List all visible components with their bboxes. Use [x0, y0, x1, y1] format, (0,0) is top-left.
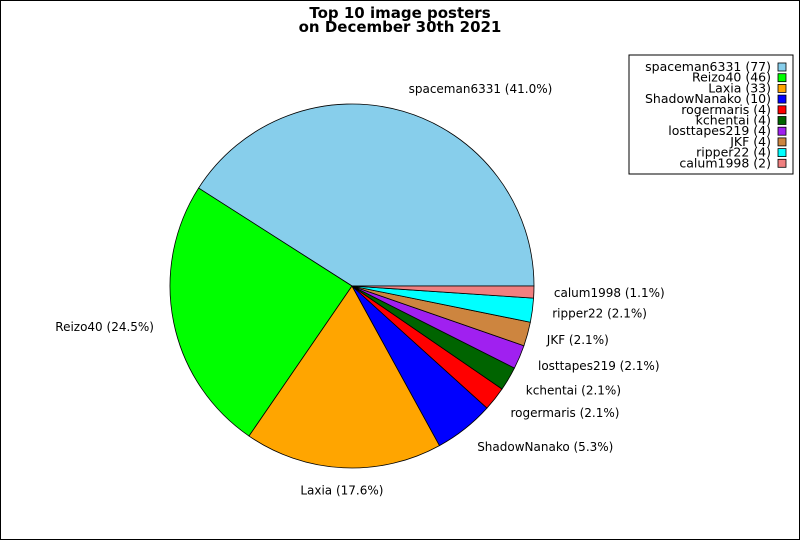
slice-label-ripper22: ripper22 (2.1%): [552, 306, 647, 320]
legend-swatch: [777, 137, 787, 147]
legend-label: kchentai (4): [696, 113, 771, 128]
legend-item-losttapes219: losttapes219 (4): [668, 123, 787, 138]
legend-swatch: [777, 148, 787, 158]
legend-item-calum1998: calum1998 (2): [679, 155, 787, 170]
legend-swatch: [777, 116, 787, 125]
legend-label: JKF (4): [729, 134, 771, 149]
legend-item-reizo40: Reizo40 (46): [692, 70, 787, 85]
legend-item-shadownanako: ShadowNanako (10): [645, 91, 787, 106]
legend-swatch: [777, 84, 787, 93]
legend-item-ripper22: ripper22 (4): [696, 145, 787, 160]
legend-item-rogermaris: rogermaris (4): [681, 102, 787, 117]
legend-label: losttapes219 (4): [668, 123, 771, 138]
legend-swatch: [777, 126, 787, 136]
legend-swatch: [777, 158, 787, 168]
slice-label-reizo40: Reizo40 (24.5%): [55, 320, 154, 334]
legend-label: Reizo40 (46): [692, 70, 771, 85]
legend-label: calum1998 (2): [679, 155, 771, 170]
pie-slices: [169, 103, 535, 469]
slice-label-rogermaris: rogermaris (2.1%): [511, 406, 620, 420]
legend-item-spaceman6331: spaceman6331 (77): [645, 59, 787, 74]
slice-label-calum1998: calum1998 (1.1%): [554, 286, 665, 300]
legend-item-kchentai: kchentai (4): [696, 113, 787, 128]
pie-slice-reizo40: [169, 187, 353, 437]
legend-label: Laxia (33): [708, 80, 771, 95]
legend-swatch: [777, 94, 787, 104]
slice-label-spaceman6331: spaceman6331 (41.0%): [409, 82, 553, 96]
legend-items: spaceman6331 (77)Reizo40 (46)Laxia (33)S…: [645, 59, 787, 170]
slice-label-laxia: Laxia (17.6%): [300, 484, 383, 498]
chart-title-line-2: on December 30th 2021: [299, 18, 502, 36]
legend-label: ShadowNanako (10): [645, 91, 771, 106]
slice-label-kchentai: kchentai (2.1%): [526, 384, 621, 398]
legend-item-jkf: JKF (4): [729, 134, 787, 149]
legend: spaceman6331 (77)Reizo40 (46)Laxia (33)S…: [628, 54, 794, 175]
legend-swatch: [777, 73, 787, 83]
slice-label-jkf: JKF (2.1%): [546, 333, 609, 347]
pie-slice-laxia: [248, 285, 440, 469]
chart-title: Top 10 image posters on December 30th 20…: [299, 4, 502, 36]
pie-slice-calum1998: [351, 285, 535, 299]
legend-label: ripper22 (4): [696, 145, 771, 160]
legend-label: rogermaris (4): [681, 102, 771, 117]
slice-labels: spaceman6331 (41.0%) Reizo40 (24.5%) Laxia…: [55, 82, 664, 498]
legend-box: [628, 54, 794, 175]
slice-label-shadownanako: ShadowNanako (5.3%): [477, 440, 613, 454]
legend-swatch: [777, 105, 787, 115]
pie-slice-spaceman6331: [198, 103, 535, 287]
chart-title-line-1: Top 10 image posters: [309, 4, 490, 22]
slice-label-losttapes219: losttapes219 (2.1%): [538, 359, 660, 373]
legend-item-laxia: Laxia (33): [708, 80, 787, 95]
legend-label: spaceman6331 (77): [645, 59, 771, 74]
legend-swatch: [777, 62, 787, 72]
